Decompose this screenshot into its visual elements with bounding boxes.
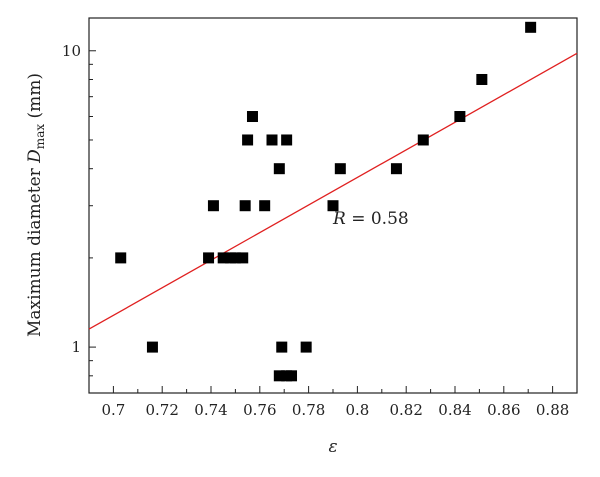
data-point: [259, 200, 271, 212]
data-point: [454, 111, 466, 123]
data-point: [525, 21, 537, 33]
data-point: [390, 163, 402, 175]
data-point: [266, 134, 278, 146]
data-point: [417, 134, 429, 146]
data-point: [203, 252, 215, 264]
correlation-annotation: R = 0.58: [332, 209, 409, 229]
x-tick-label: 0.78: [292, 401, 325, 419]
data-point: [237, 252, 249, 264]
data-point: [286, 370, 298, 382]
data-point: [217, 252, 229, 264]
x-tick-label: 0.84: [438, 401, 471, 419]
data-points: [115, 21, 537, 382]
y-axis-title: Maximum diameter Dmax (mm): [25, 73, 47, 337]
y-axis-ticks: 1 10: [62, 42, 96, 394]
data-point: [334, 163, 346, 175]
data-point: [281, 134, 293, 146]
data-point: [229, 252, 241, 264]
y-tick-label: 10: [62, 42, 81, 60]
x-axis-ticks: 0.7 0.72 0.74 0.76 0.78 0.8 0.82 0.84 0.86 0.88: [88, 386, 578, 419]
x-tick-label: 0.72: [145, 401, 178, 419]
x-tick-label: 0.86: [487, 401, 520, 419]
data-point: [115, 252, 127, 264]
y-tick-label: 1: [71, 338, 81, 356]
regression-line: [88, 52, 578, 330]
data-point: [273, 370, 285, 382]
x-axis-title: ε: [328, 437, 337, 457]
data-point: [207, 200, 219, 212]
x-tick-label: 0.88: [536, 401, 569, 419]
data-point: [246, 111, 258, 123]
data-point: [273, 163, 285, 175]
data-point: [476, 73, 488, 85]
data-point: [327, 200, 339, 212]
data-point: [146, 341, 158, 353]
data-point: [276, 341, 288, 353]
x-tick-label: 0.74: [194, 401, 227, 419]
x-tick-label: 0.76: [243, 401, 276, 419]
data-point: [242, 134, 254, 146]
data-point: [239, 200, 251, 212]
x-tick-label: 0.7: [101, 401, 125, 419]
data-point: [300, 341, 312, 353]
x-tick-label: 0.82: [389, 401, 422, 419]
x-tick-label: 0.8: [345, 401, 369, 419]
